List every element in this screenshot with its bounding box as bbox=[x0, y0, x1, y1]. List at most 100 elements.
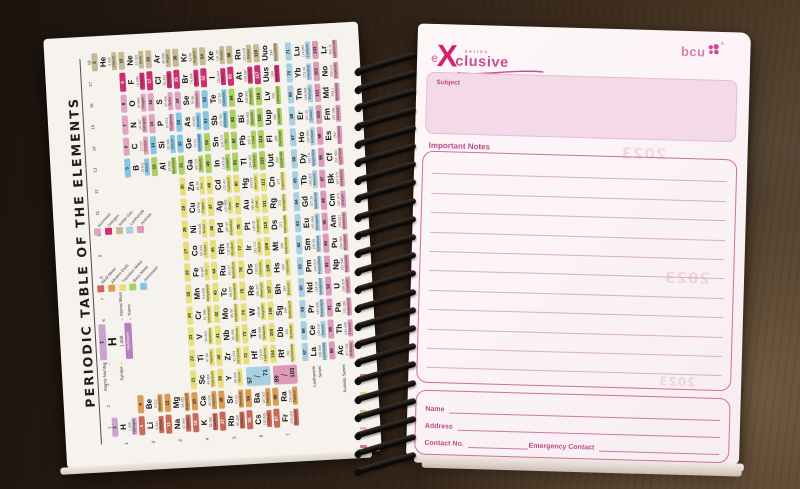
show-through-watermark: 2023 bbox=[657, 374, 696, 390]
element-Lr: 103 Lr 262.11 Lawrencium bbox=[311, 39, 339, 61]
atomic-number: 8 bbox=[119, 94, 128, 114]
element-Si: 14 Si 28.086 Silicon bbox=[149, 134, 177, 156]
important-notes-label: Important Notes bbox=[428, 140, 491, 152]
element-Np: 93 Np 237.048 Neptunium bbox=[323, 253, 351, 275]
atomic-number: 33 bbox=[175, 113, 183, 132]
element-symbol: Si bbox=[156, 140, 166, 150]
atomic-number: 7 bbox=[121, 116, 129, 135]
element-S: 16 S 32.066 Sulfur bbox=[146, 91, 175, 113]
atomic-number: 100 bbox=[314, 105, 322, 125]
atomic-number: 70 bbox=[285, 63, 293, 83]
element-name: Uranium bbox=[344, 276, 351, 295]
element-name: Chlorine bbox=[165, 71, 172, 89]
element-symbol: Sg bbox=[273, 305, 284, 317]
atomic-number: 101 bbox=[313, 83, 321, 103]
series-range-57-71: 57/71 bbox=[244, 366, 270, 387]
element-Ds: 110 Ds 271 Darmstadtium bbox=[261, 214, 290, 236]
element-symbol: B bbox=[130, 164, 140, 172]
atomic-number: 72 bbox=[242, 346, 250, 365]
element-symbol: Fm bbox=[321, 107, 332, 121]
element-Ti: 22 Ti 47.88 Titanium bbox=[188, 347, 216, 369]
element-Rf: 104 Rf 261 Rutherfordium bbox=[269, 342, 297, 364]
element-name: Mercury bbox=[252, 173, 259, 192]
atomic-number: 117 bbox=[253, 65, 261, 85]
symbol-label: Symbol → bbox=[117, 361, 124, 381]
element-symbol: S bbox=[153, 99, 164, 105]
element-P: 15 P 30.974 Phosphorus bbox=[148, 112, 176, 134]
atomic-number: 26 bbox=[183, 263, 191, 283]
element-symbol: Zr bbox=[222, 352, 232, 361]
element-symbol: Eu bbox=[300, 217, 311, 229]
element-name: Bromine bbox=[192, 69, 199, 88]
element-key: Atomic Number → Symbol → 1 H 1.008 Hydro… bbox=[96, 287, 136, 397]
element-symbol: Am bbox=[327, 214, 338, 229]
emergency-contact-line bbox=[599, 438, 720, 456]
element-symbol: Fe bbox=[190, 267, 200, 278]
element-name: Hafnium bbox=[262, 345, 268, 364]
element-symbol: Cu bbox=[186, 202, 197, 214]
element-Zn: 30 Zn 65.39 Zinc bbox=[178, 175, 207, 197]
element-name: Nitrogen bbox=[141, 115, 147, 134]
element-name: Berkelium bbox=[338, 169, 345, 187]
element-symbol: Md bbox=[320, 86, 330, 99]
element-name: Oxygen bbox=[139, 94, 146, 112]
element-symbol: Hf bbox=[248, 350, 259, 360]
element-Th: 90 Th 232.038 Thorium bbox=[326, 318, 355, 340]
element-Mo: 42 Mo 95.94 Molybdenum bbox=[212, 303, 241, 325]
atomic-number: 21 bbox=[189, 370, 197, 390]
element-Gd: 64 Gd 157.25 Gadolinium bbox=[292, 190, 321, 212]
emergency-contact-label: Emergency Contact bbox=[528, 442, 595, 452]
element-symbol: Np bbox=[329, 258, 340, 271]
element-name: Selenium bbox=[193, 91, 200, 109]
element-Dy: 66 Dy 162.50 Dysprosium bbox=[290, 148, 318, 170]
element-Cs: 55 Cs 132.905 Cesium bbox=[245, 408, 274, 430]
atomic-number: 31 bbox=[177, 155, 185, 175]
legend-swatch bbox=[114, 227, 123, 235]
atomic-number: 95 bbox=[320, 212, 328, 232]
element-symbol: Pr bbox=[305, 304, 315, 314]
element-Ra: 88 Ra 226.025 Radium bbox=[271, 385, 300, 407]
bcu-flower-icon bbox=[706, 43, 720, 57]
element-name: Hydrogen bbox=[130, 417, 137, 436]
element-symbol: Sr bbox=[224, 395, 234, 405]
element-Pt: 78 Pt 195.08 Platinum bbox=[235, 215, 263, 237]
element-symbol: P bbox=[154, 120, 165, 127]
element-name: Carbon bbox=[142, 136, 149, 155]
atomic-number: 56 bbox=[244, 389, 252, 408]
element-symbol: Ba bbox=[251, 392, 261, 404]
subject-field: Subject 2023 bbox=[425, 71, 738, 163]
element-symbol: As bbox=[181, 116, 192, 128]
atomic-number: 27 bbox=[182, 241, 190, 261]
element-symbol: Uut bbox=[265, 153, 275, 168]
element-symbol: W bbox=[246, 308, 257, 317]
element-Hs: 108 Hs 269 Hassium bbox=[264, 257, 292, 279]
periodic-table-rotated: PERIODIC TABLE OF THE ELEMENTS Lanthanid… bbox=[63, 39, 363, 452]
atomic-number: 59 bbox=[298, 299, 306, 319]
element-Os: 76 Os 190.23 Osmium bbox=[237, 258, 265, 280]
atomic-number: 73 bbox=[241, 324, 249, 344]
element-name: Plutonium bbox=[341, 233, 348, 252]
atomic-number: 22 bbox=[188, 349, 196, 368]
element-name: Ununpentium bbox=[275, 107, 282, 126]
element-Sm: 62 Sm 150.36 Samarium bbox=[295, 233, 323, 255]
element-Bk: 97 Bk 247.070 Berkelium bbox=[318, 167, 346, 189]
element-symbol: Nb bbox=[220, 329, 231, 341]
atomic-number: 51 bbox=[202, 111, 210, 131]
element-name: Copper bbox=[199, 198, 206, 217]
element-Zr: 40 Zr 91.224 Zirconium bbox=[215, 346, 243, 368]
lanthanide-series-label: Lanthanide Series bbox=[310, 365, 322, 387]
element-symbol: Tl bbox=[238, 158, 248, 166]
element-symbol: Ce bbox=[306, 325, 317, 336]
atomic-number: 55 bbox=[245, 410, 253, 430]
atomic-number: 89 bbox=[328, 341, 336, 361]
atomic-number: 9 bbox=[118, 73, 126, 92]
element-symbol: Pu bbox=[328, 237, 339, 249]
element-symbol: C bbox=[129, 143, 139, 150]
element-symbol: Cm bbox=[326, 193, 337, 207]
atomic-number: 74 bbox=[239, 303, 247, 323]
element-symbol: F bbox=[125, 79, 135, 85]
element-name: Cobalt bbox=[202, 241, 208, 260]
element-symbol: Te bbox=[207, 94, 218, 104]
atomic-number: 104 bbox=[269, 344, 277, 364]
period-number-5: 5 bbox=[231, 436, 237, 440]
